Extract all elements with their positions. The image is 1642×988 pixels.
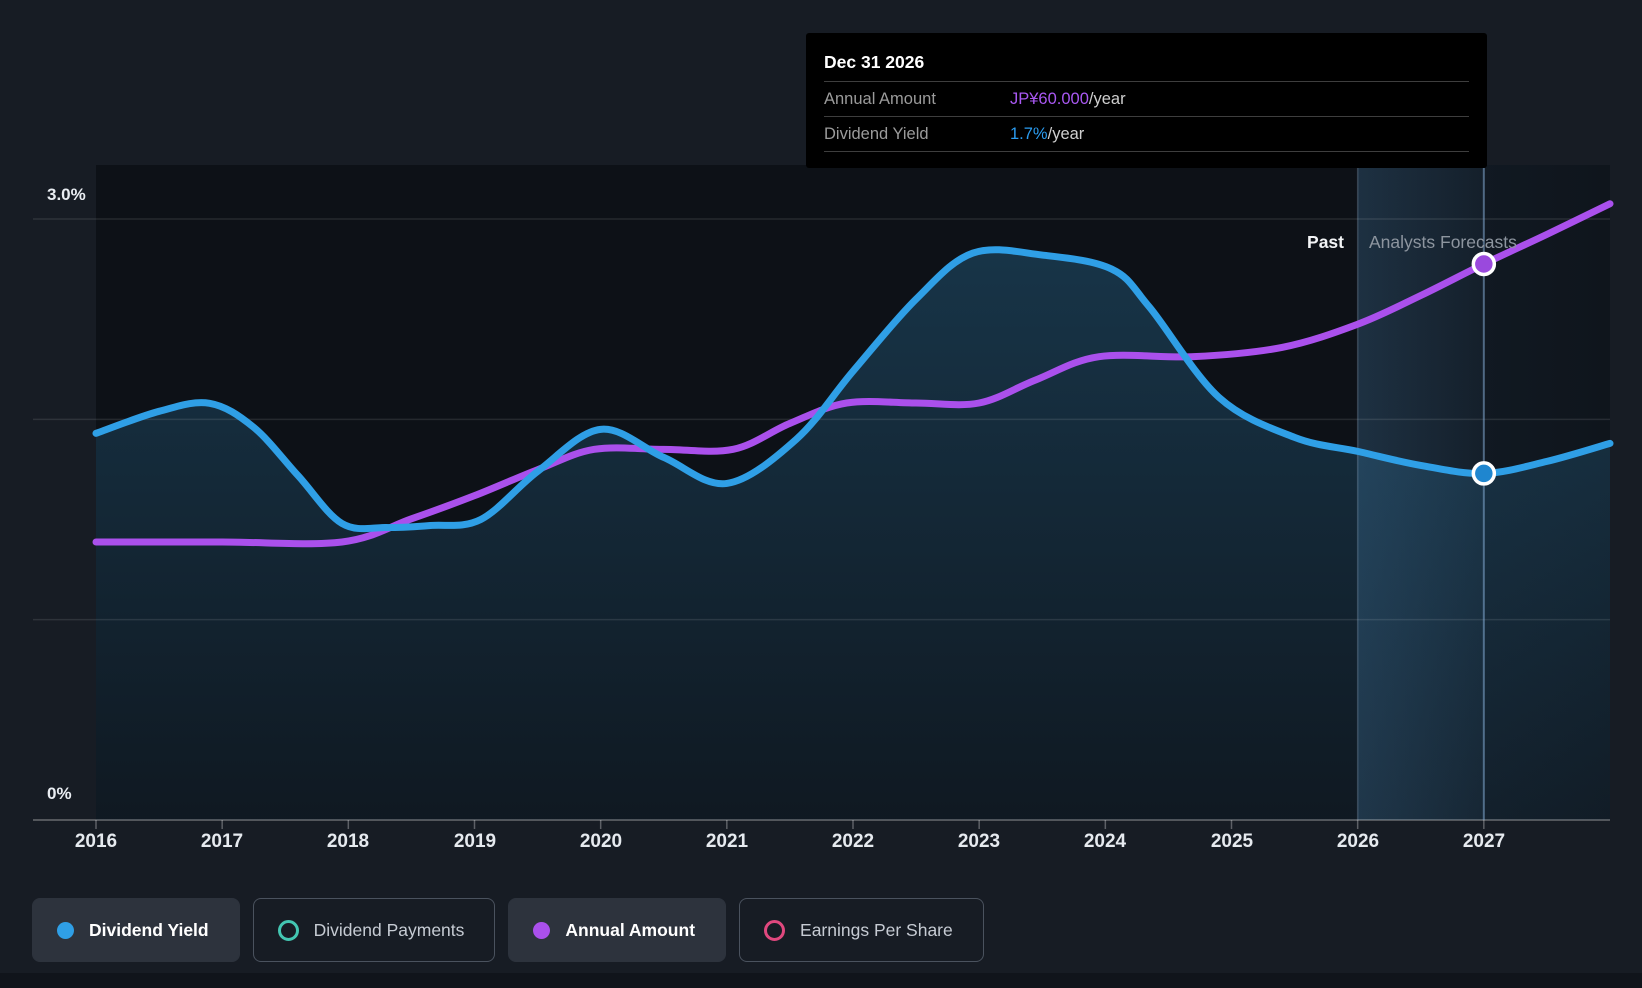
- x-tick-label: 2026: [1336, 831, 1380, 852]
- tooltip-row-annual-amount: Annual Amount JP¥60.000/year: [824, 82, 1469, 117]
- x-tick-label: 2022: [831, 831, 875, 852]
- tooltip-row-dividend-yield: Dividend Yield 1.7%/year: [824, 117, 1469, 152]
- dividend-yield-dot-icon: [57, 921, 74, 939]
- annual-amount-dot-icon: [533, 921, 551, 939]
- legend-label: Dividend Payments: [313, 919, 465, 940]
- x-axis: 2016 2017 2018 2019 2020 2021 2022 2023 …: [0, 831, 1642, 857]
- x-tick-label: 2027: [1462, 831, 1506, 852]
- x-tick-label: 2016: [74, 831, 118, 852]
- x-tick-label: 2017: [200, 831, 244, 852]
- legend-dividend-payments[interactable]: Dividend Payments: [252, 898, 496, 962]
- x-tick-label: 2021: [705, 831, 749, 852]
- legend-earnings-per-share[interactable]: Earnings Per Share: [739, 898, 984, 962]
- legend-dividend-yield[interactable]: Dividend Yield: [32, 898, 240, 962]
- x-tick-label: 2019: [453, 831, 497, 852]
- legend-label: Dividend Yield: [89, 919, 209, 940]
- chart-tooltip: Dec 31 2026 Annual Amount JP¥60.000/year…: [806, 33, 1487, 168]
- x-tick-label: 2025: [1210, 831, 1254, 852]
- value-suffix: /year: [1088, 89, 1126, 108]
- bottom-bar: [0, 973, 1642, 988]
- y-axis-label-bottom: 0%: [47, 784, 72, 803]
- x-tick-label: 2023: [957, 831, 1001, 852]
- chart-legend: Dividend Yield Dividend Payments Annual …: [32, 898, 984, 962]
- y-axis-label-top: 3.0%: [47, 185, 86, 204]
- x-tick-label: 2018: [326, 831, 370, 852]
- tooltip-value: JP¥60.000/year: [1010, 90, 1126, 109]
- annual-amount-value: JP¥60.000: [1010, 89, 1089, 108]
- tooltip-value: 1.7%/year: [1010, 125, 1084, 144]
- earnings-per-share-ring-icon: [764, 919, 786, 941]
- forecast-region-label: Analysts Forecasts: [1369, 232, 1517, 252]
- tooltip-label: Annual Amount: [824, 89, 936, 108]
- x-tick-label: 2020: [579, 831, 623, 852]
- legend-label: Annual Amount: [565, 919, 696, 940]
- value-suffix: /year: [1047, 124, 1085, 143]
- tooltip-date: Dec 31 2026: [824, 33, 1469, 82]
- tooltip-label: Dividend Yield: [824, 124, 929, 143]
- dividend-payments-ring-icon: [277, 919, 299, 941]
- past-region-label: Past: [1307, 232, 1344, 252]
- dividend-yield-value: 1.7%: [1010, 124, 1048, 143]
- legend-label: Earnings Per Share: [800, 919, 953, 940]
- legend-annual-amount[interactable]: Annual Amount: [508, 898, 727, 962]
- x-tick-label: 2024: [1083, 831, 1127, 852]
